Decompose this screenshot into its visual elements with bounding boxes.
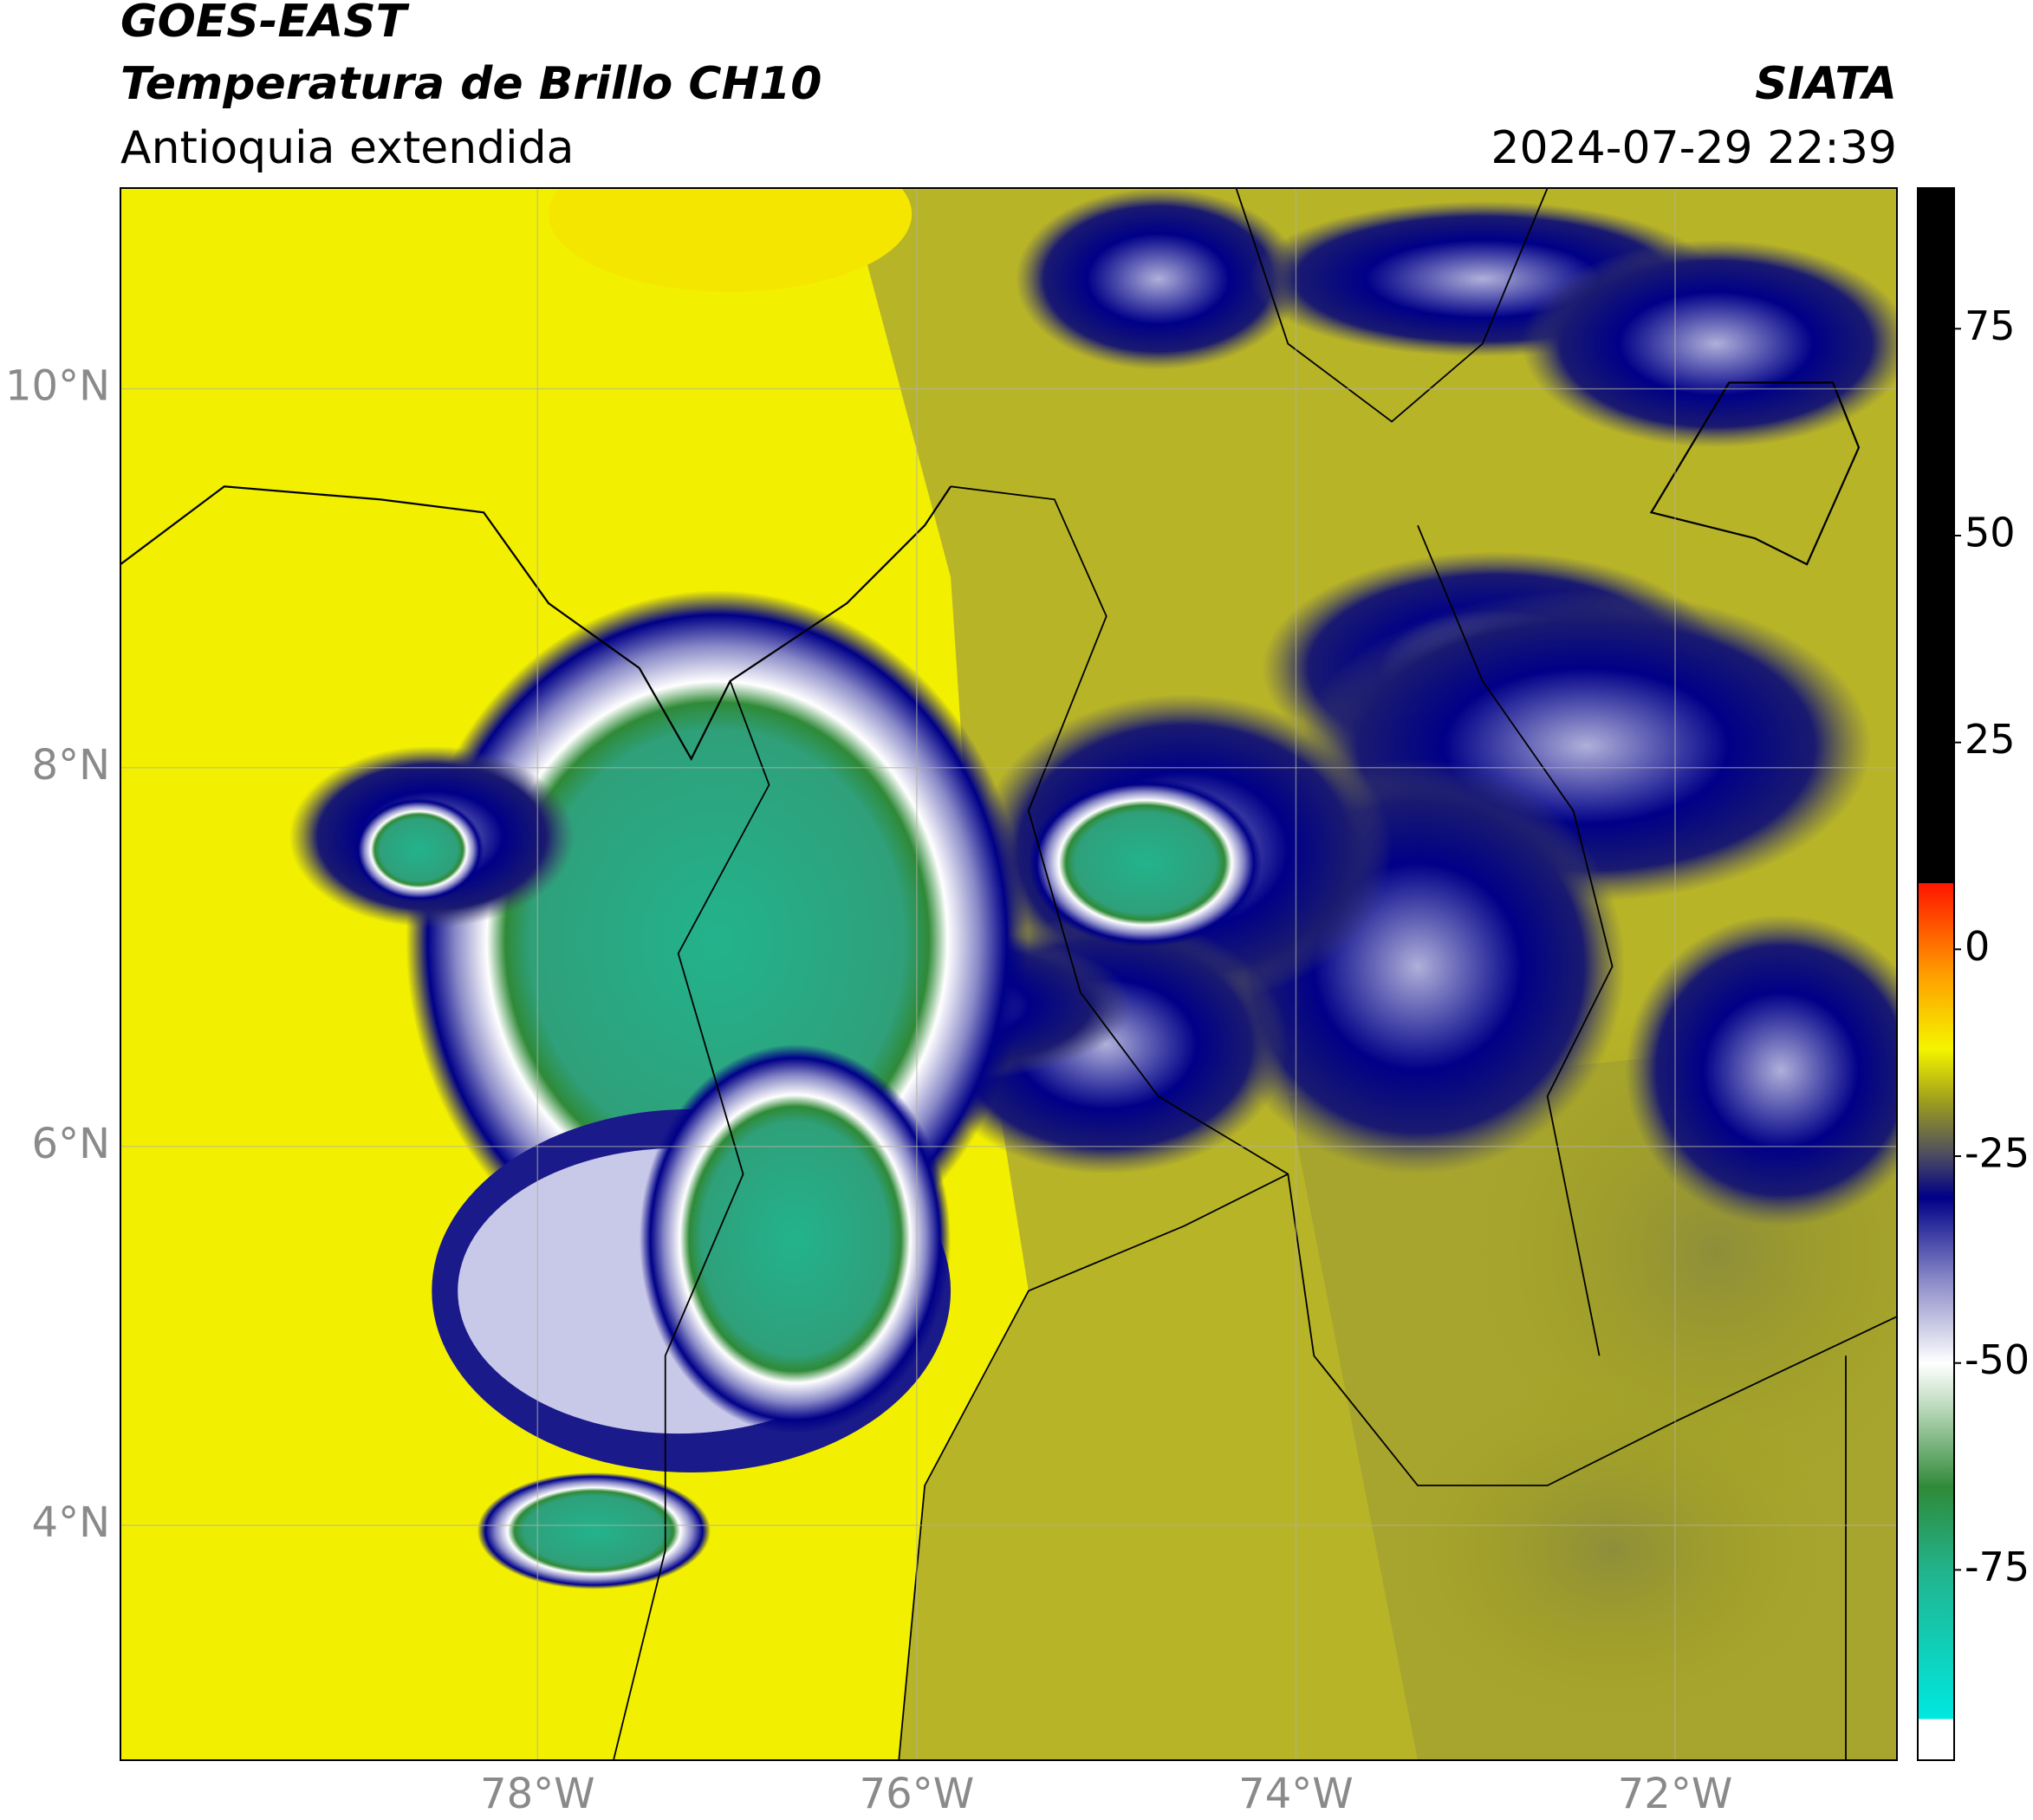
y-tick-label: 6°N (32, 1120, 110, 1168)
map-image (120, 188, 1897, 1760)
y-tick-label: 10°N (5, 362, 110, 411)
colorbar-tick-label: -50 (1965, 1336, 2030, 1383)
colorbar-tick-label: 50 (1965, 509, 2016, 556)
colorbar-tick-label: -75 (1965, 1544, 2030, 1590)
colorbar-tick-label: -25 (1965, 1130, 2030, 1177)
colorbar-tick-label: 75 (1965, 302, 2016, 349)
x-tick-label: 76°W (860, 1770, 975, 1818)
map-frame (120, 187, 1898, 1761)
colorbar-tick-label: 25 (1965, 716, 2016, 763)
datetime: 2024-07-29 22:39 (1491, 122, 1897, 174)
title: Temperatura de Brillo CH10 (120, 58, 822, 110)
x-tick-label: 78°W (480, 1770, 595, 1818)
y-tick-label: 4°N (32, 1498, 110, 1547)
agency: SIATA (1755, 58, 1897, 110)
region: Antioquia extendida (120, 122, 575, 174)
satellite: GOES-EAST (120, 0, 410, 48)
colorbar (1917, 187, 1955, 1761)
y-tick-label: 8°N (32, 741, 110, 790)
x-tick-label: 72°W (1618, 1770, 1733, 1818)
colorbar-tick-label: 0 (1965, 923, 1990, 970)
x-tick-label: 74°W (1238, 1770, 1354, 1818)
